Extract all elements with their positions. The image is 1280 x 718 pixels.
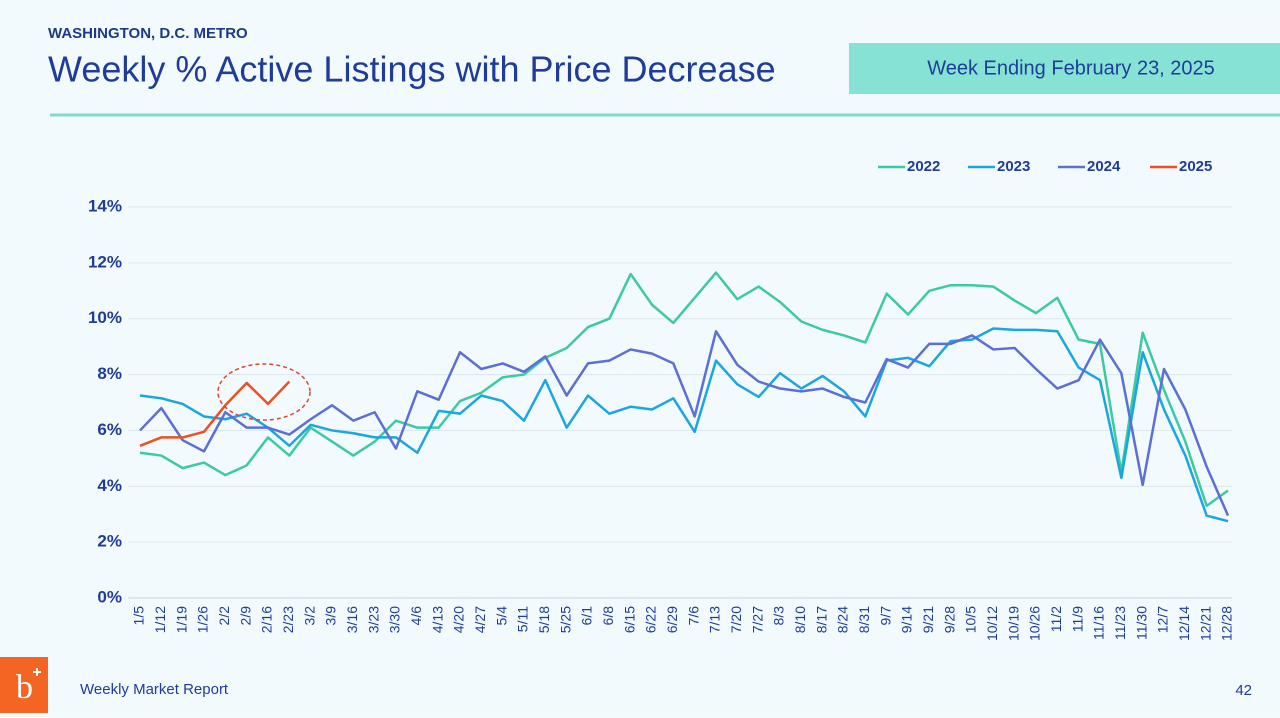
x-tick-label: 7/13	[707, 606, 723, 633]
x-tick-label: 11/2	[1048, 606, 1064, 632]
x-tick-label: 11/23	[1112, 606, 1128, 640]
x-tick-label: 5/4	[493, 606, 509, 626]
x-tick-label: 1/5	[131, 606, 147, 626]
series-line	[139, 380, 291, 447]
x-tick-label: 3/16	[344, 606, 360, 633]
legend-label: 2023	[997, 158, 1030, 175]
x-tick-label: 2/23	[280, 606, 296, 633]
x-tick-label: 10/5	[963, 606, 979, 633]
x-tick-label: 7/27	[749, 606, 765, 633]
x-tick-label: 8/31	[856, 606, 872, 633]
y-tick-label: 2%	[97, 532, 122, 551]
x-tick-label: 8/24	[835, 606, 851, 633]
x-tick-label: 8/17	[813, 606, 829, 633]
x-tick-label: 3/23	[365, 606, 381, 633]
x-tick-label: 7/6	[685, 606, 701, 626]
x-tick-label: 10/12	[984, 606, 1000, 641]
x-tick-label: 12/14	[1176, 606, 1192, 641]
x-tick-label: 2/16	[259, 606, 275, 633]
date-label: Week Ending February 23, 2025	[927, 57, 1215, 79]
x-tick-label: 8/10	[792, 606, 808, 633]
x-tick-label: 4/13	[429, 606, 445, 633]
x-tick-label: 4/6	[408, 606, 424, 626]
legend-label: 2025	[1179, 158, 1212, 175]
x-tick-label: 12/21	[1197, 606, 1213, 641]
page-number: 42	[1235, 682, 1252, 699]
x-tick-label: 2/2	[216, 606, 232, 626]
x-tick-label: 6/8	[600, 606, 616, 626]
x-tick-label: 12/7	[1155, 606, 1171, 633]
x-tick-label: 7/20	[728, 606, 744, 633]
y-tick-label: 10%	[88, 308, 122, 327]
y-tick-label: 6%	[97, 420, 122, 439]
y-tick-label: 14%	[88, 196, 122, 215]
y-tick-label: 8%	[97, 364, 122, 383]
y-tick-label: 4%	[97, 476, 122, 495]
x-tick-label: 6/29	[664, 606, 680, 633]
x-tick-label: 3/2	[301, 606, 317, 626]
x-tick-label: 9/14	[899, 606, 915, 633]
footer: Weekly Market Report	[80, 681, 229, 698]
x-tick-label: 8/3	[771, 606, 787, 626]
x-tick-label: 10/26	[1027, 606, 1043, 641]
x-tick-label: 6/22	[643, 606, 659, 633]
series-line	[139, 330, 1230, 517]
x-tick-label: 10/19	[1005, 606, 1021, 641]
x-tick-label: 1/12	[152, 606, 168, 633]
x-tick-label: 5/25	[557, 606, 573, 633]
x-tick-label: 5/18	[536, 606, 552, 633]
logo-plus	[33, 668, 41, 676]
x-tick-label: 9/21	[920, 606, 936, 633]
legend-label: 2024	[1087, 158, 1121, 175]
logo-box	[0, 657, 48, 713]
y-tick-label: 0%	[97, 587, 122, 606]
series-line	[139, 271, 1229, 508]
x-tick-label: 11/16	[1091, 606, 1107, 640]
x-tick-label: 9/7	[877, 606, 893, 626]
subtitle: WASHINGTON, D.C. METRO	[48, 25, 248, 42]
date-box	[849, 43, 1280, 94]
plot: 0% 2% 4% 6% 8% 10% 12% 14% 1/5 1/12 1/19 1/26 2/2 2/9…	[88, 158, 1235, 641]
y-tick-label: 12%	[88, 252, 122, 271]
x-tick-label: 4/20	[451, 606, 467, 633]
x-tick-label: 4/27	[472, 606, 488, 633]
x-tick-label: 2/9	[237, 606, 253, 626]
series-line	[139, 327, 1229, 523]
logo: b	[16, 669, 33, 706]
highlight-ellipse	[217, 363, 311, 421]
x-tick-label: 1/19	[173, 606, 189, 633]
x-tick-label: 1/26	[195, 606, 211, 633]
x-tick-label: 9/28	[941, 606, 957, 633]
x-tick-label: 11/9	[1069, 606, 1085, 632]
legend-label: 2022	[907, 158, 940, 175]
x-tick-label: 11/30	[1133, 606, 1149, 640]
chart-title: Weekly % Active Listings with Price Decr…	[48, 49, 776, 90]
x-tick-label: 6/15	[621, 606, 637, 633]
x-tick-label: 12/28	[1219, 606, 1235, 641]
x-tick-label: 5/11	[515, 606, 531, 632]
x-tick-label: 6/1	[579, 606, 595, 626]
x-tick-label: 3/9	[323, 606, 339, 626]
x-tick-label: 3/30	[387, 606, 403, 633]
